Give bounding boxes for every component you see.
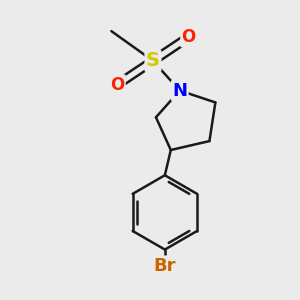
Text: S: S	[146, 51, 160, 70]
Text: Br: Br	[154, 257, 176, 275]
Text: N: N	[172, 82, 187, 100]
Text: O: O	[182, 28, 196, 46]
Text: O: O	[110, 76, 124, 94]
